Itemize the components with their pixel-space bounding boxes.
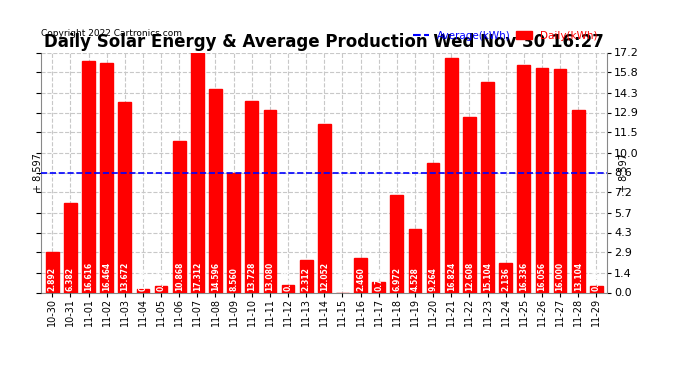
- Text: 16.616: 16.616: [84, 262, 93, 291]
- Bar: [535, 69, 549, 292]
- Bar: [518, 64, 530, 292]
- Text: 0.528: 0.528: [284, 267, 293, 291]
- Text: 16.000: 16.000: [555, 262, 564, 291]
- Bar: [572, 110, 584, 292]
- Text: 6.382: 6.382: [66, 267, 75, 291]
- Text: 0.000: 0.000: [338, 267, 347, 291]
- Text: 0.248: 0.248: [139, 267, 148, 291]
- Bar: [246, 101, 258, 292]
- Text: 13.728: 13.728: [247, 262, 256, 291]
- Bar: [391, 195, 403, 292]
- Bar: [264, 110, 276, 292]
- Bar: [209, 89, 222, 292]
- Title: Daily Solar Energy & Average Production Wed Nov 30 16:27: Daily Solar Energy & Average Production …: [44, 33, 604, 51]
- Text: 2.136: 2.136: [501, 267, 510, 291]
- Bar: [173, 141, 186, 292]
- Bar: [119, 102, 131, 292]
- Bar: [46, 252, 59, 292]
- Bar: [445, 58, 457, 292]
- Bar: [354, 258, 367, 292]
- Text: 4.528: 4.528: [411, 267, 420, 291]
- Bar: [463, 117, 475, 292]
- Bar: [426, 163, 440, 292]
- Text: 14.596: 14.596: [211, 262, 220, 291]
- Text: 10.868: 10.868: [175, 262, 184, 291]
- Text: 12.608: 12.608: [465, 262, 474, 291]
- Text: 17.312: 17.312: [193, 262, 202, 291]
- Bar: [282, 285, 295, 292]
- Bar: [227, 173, 240, 292]
- Text: 9.264: 9.264: [428, 267, 437, 291]
- Text: 16.056: 16.056: [538, 262, 546, 291]
- Text: 13.672: 13.672: [120, 262, 129, 291]
- Bar: [191, 51, 204, 292]
- Text: 2.312: 2.312: [302, 267, 310, 291]
- Bar: [553, 69, 566, 292]
- Text: 16.464: 16.464: [102, 262, 111, 291]
- Text: + 8.597: + 8.597: [33, 153, 43, 192]
- Bar: [155, 286, 168, 292]
- Text: 8.560: 8.560: [229, 267, 238, 291]
- Text: 0.492: 0.492: [157, 267, 166, 291]
- Bar: [318, 124, 331, 292]
- Bar: [100, 63, 113, 292]
- Text: 6.972: 6.972: [393, 267, 402, 291]
- Text: 16.824: 16.824: [446, 262, 455, 291]
- Text: 0.764: 0.764: [374, 267, 383, 291]
- Text: Copyright 2022 Cartronics.com: Copyright 2022 Cartronics.com: [41, 29, 182, 38]
- Bar: [373, 282, 385, 292]
- Text: 13.080: 13.080: [266, 262, 275, 291]
- Text: 16.336: 16.336: [520, 262, 529, 291]
- Text: 13.104: 13.104: [573, 262, 582, 291]
- Text: 15.104: 15.104: [483, 262, 492, 291]
- Bar: [408, 230, 422, 292]
- Bar: [82, 61, 95, 292]
- Legend: Average(kWh), Daily(kWh): Average(kWh), Daily(kWh): [409, 27, 602, 45]
- Bar: [64, 204, 77, 292]
- Bar: [137, 289, 149, 292]
- Text: 0.488: 0.488: [592, 267, 601, 291]
- Bar: [590, 286, 602, 292]
- Bar: [500, 263, 512, 292]
- Bar: [300, 260, 313, 292]
- Text: 2.460: 2.460: [356, 267, 365, 291]
- Bar: [481, 82, 494, 292]
- Text: 12.052: 12.052: [319, 262, 329, 291]
- Text: + 8.597: + 8.597: [618, 153, 629, 192]
- Text: 2.892: 2.892: [48, 267, 57, 291]
